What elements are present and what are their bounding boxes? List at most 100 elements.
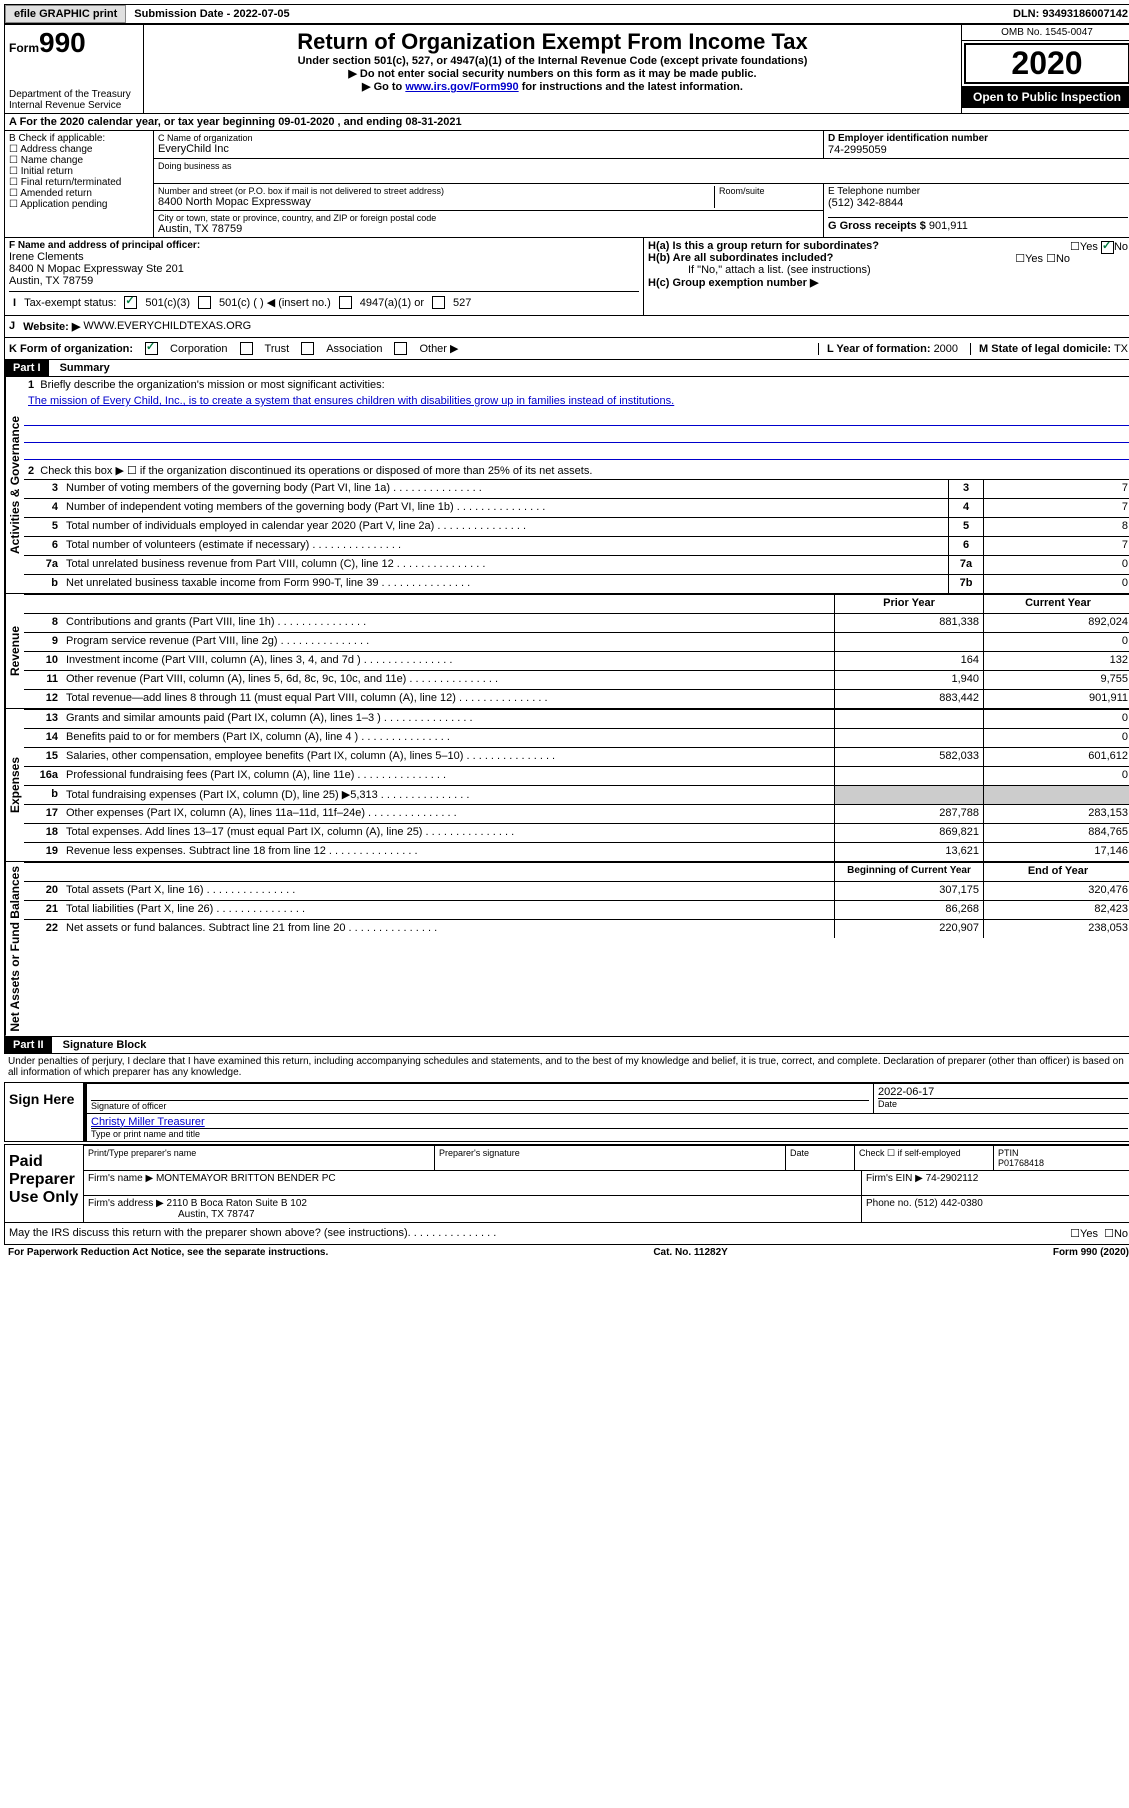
data-line: 22Net assets or fund balances. Subtract … bbox=[24, 919, 1129, 938]
street-label: Number and street (or P.O. box if mail i… bbox=[158, 186, 714, 196]
prep-date-label: Date bbox=[786, 1146, 855, 1170]
city-label: City or town, state or province, country… bbox=[158, 213, 819, 223]
vert-revenue: Revenue bbox=[5, 594, 24, 708]
current-year-hdr: Current Year bbox=[983, 595, 1129, 613]
gov-line: bNet unrelated business taxable income f… bbox=[24, 574, 1129, 593]
gov-line: 3Number of voting members of the governi… bbox=[24, 479, 1129, 498]
room-label: Room/suite bbox=[719, 186, 819, 196]
data-line: 20Total assets (Part X, line 16)307,1753… bbox=[24, 881, 1129, 900]
data-line: 19Revenue less expenses. Subtract line 1… bbox=[24, 842, 1129, 861]
paid-preparer-section: Paid Preparer Use Only Print/Type prepar… bbox=[4, 1144, 1129, 1223]
footer-left: For Paperwork Reduction Act Notice, see … bbox=[8, 1247, 328, 1258]
tel-value: (512) 342-8844 bbox=[828, 197, 1128, 209]
check-501c[interactable] bbox=[198, 296, 211, 309]
year-formation: 2000 bbox=[934, 343, 958, 355]
ptin-value: P01768418 bbox=[998, 1158, 1044, 1168]
form-number: Form990 bbox=[9, 27, 139, 59]
part-i-header: Part I Summary bbox=[4, 360, 1129, 377]
state-domicile: TX bbox=[1114, 343, 1128, 355]
data-line: 16aProfessional fundraising fees (Part I… bbox=[24, 766, 1129, 785]
check-app-pending[interactable]: ☐ Application pending bbox=[9, 199, 149, 210]
check-final-return[interactable]: ☐ Final return/terminated bbox=[9, 177, 149, 188]
vert-expenses: Expenses bbox=[5, 709, 24, 861]
firm-addr2: Austin, TX 78747 bbox=[88, 1209, 857, 1220]
check-assoc[interactable] bbox=[301, 342, 314, 355]
check-other[interactable] bbox=[394, 342, 407, 355]
tax-year: 2020 bbox=[964, 43, 1129, 84]
data-line: 8Contributions and grants (Part VIII, li… bbox=[24, 613, 1129, 632]
sig-officer-label: Signature of officer bbox=[91, 1100, 869, 1111]
omb-number: OMB No. 1545-0047 bbox=[962, 25, 1129, 41]
col-b-checkboxes: B Check if applicable: ☐ Address change … bbox=[5, 131, 154, 237]
dln: DLN: 93493186007142 bbox=[1013, 8, 1129, 20]
data-line: 12Total revenue—add lines 8 through 11 (… bbox=[24, 689, 1129, 708]
check-4947[interactable] bbox=[339, 296, 352, 309]
ha-no[interactable] bbox=[1101, 241, 1114, 254]
prep-name-label: Print/Type preparer's name bbox=[84, 1146, 435, 1170]
instructions-link-line: ▶ Go to www.irs.gov/Form990 for instruct… bbox=[148, 80, 957, 93]
officer-name: Irene Clements bbox=[9, 251, 639, 263]
perjury-declaration: Under penalties of perjury, I declare th… bbox=[4, 1054, 1129, 1080]
hb-note: If "No," attach a list. (see instruction… bbox=[648, 264, 1128, 276]
org-name: EveryChild Inc bbox=[158, 143, 819, 155]
form990-link[interactable]: www.irs.gov/Form990 bbox=[405, 81, 518, 93]
form-header: Form990 Department of the Treasury Inter… bbox=[4, 24, 1129, 114]
check-corp[interactable] bbox=[145, 342, 158, 355]
street-value: 8400 North Mopac Expressway bbox=[158, 196, 714, 208]
org-name-label: C Name of organization bbox=[158, 133, 819, 143]
check-501c3[interactable] bbox=[124, 296, 137, 309]
summary-expenses: Expenses 13Grants and similar amounts pa… bbox=[4, 709, 1129, 862]
sign-here-label: Sign Here bbox=[5, 1083, 84, 1141]
gov-line: 7aTotal unrelated business revenue from … bbox=[24, 555, 1129, 574]
irs-label: Internal Revenue Service bbox=[9, 100, 139, 111]
data-line: bTotal fundraising expenses (Part IX, co… bbox=[24, 785, 1129, 804]
data-line: 15Salaries, other compensation, employee… bbox=[24, 747, 1129, 766]
hc-label: H(c) Group exemption number ▶ bbox=[648, 277, 818, 289]
ein-label: D Employer identification number bbox=[828, 133, 1128, 144]
section-fh: F Name and address of principal officer:… bbox=[4, 238, 1129, 316]
gross-receipts-value: 901,911 bbox=[929, 220, 968, 232]
footer-right: Form 990 (2020) bbox=[1053, 1247, 1129, 1258]
city-value: Austin, TX 78759 bbox=[158, 223, 819, 235]
type-name-label: Type or print name and title bbox=[91, 1128, 1128, 1139]
check-address-change[interactable]: ☐ Address change bbox=[9, 144, 149, 155]
form-subtitle: Under section 501(c), 527, or 4947(a)(1)… bbox=[148, 55, 957, 67]
gov-line: 6Total number of volunteers (estimate if… bbox=[24, 536, 1129, 555]
website-row: J Website: ▶ WWW.EVERYCHILDTEXAS.ORG bbox=[4, 316, 1129, 338]
q1-label: Briefly describe the organization's miss… bbox=[40, 379, 384, 391]
check-name-change[interactable]: ☐ Name change bbox=[9, 155, 149, 166]
check-527[interactable] bbox=[432, 296, 445, 309]
top-bar: efile GRAPHIC print Submission Date - 20… bbox=[4, 4, 1129, 24]
data-line: 11Other revenue (Part VIII, column (A), … bbox=[24, 670, 1129, 689]
firm-ein: 74-2902112 bbox=[926, 1173, 979, 1184]
officer-addr1: 8400 N Mopac Expressway Ste 201 bbox=[9, 263, 639, 275]
data-line: 9Program service revenue (Part VIII, lin… bbox=[24, 632, 1129, 651]
officer-signed-name[interactable]: Christy Miller Treasurer bbox=[91, 1116, 205, 1128]
firm-name: MONTEMAYOR BRITTON BENDER PC bbox=[156, 1173, 336, 1184]
check-trust[interactable] bbox=[240, 342, 253, 355]
k-row: K Form of organization: Corporation Trus… bbox=[4, 338, 1129, 360]
check-initial-return[interactable]: ☐ Initial return bbox=[9, 166, 149, 177]
ha-label: H(a) Is this a group return for subordin… bbox=[648, 240, 879, 252]
officer-label: F Name and address of principal officer: bbox=[9, 240, 639, 251]
data-line: 14Benefits paid to or for members (Part … bbox=[24, 728, 1129, 747]
check-amended[interactable]: ☐ Amended return bbox=[9, 188, 149, 199]
section-bcd: B Check if applicable: ☐ Address change … bbox=[4, 131, 1129, 238]
ssn-warning: ▶ Do not enter social security numbers o… bbox=[148, 67, 957, 80]
form-title: Return of Organization Exempt From Incom… bbox=[148, 29, 957, 55]
prior-year-hdr: Prior Year bbox=[834, 595, 983, 613]
check-self-employed[interactable]: Check ☐ if self-employed bbox=[855, 1146, 994, 1170]
paid-preparer-label: Paid Preparer Use Only bbox=[5, 1145, 84, 1222]
gross-receipts-label: G Gross receipts $ bbox=[828, 220, 926, 232]
q2-label: Check this box ▶ ☐ if the organization d… bbox=[40, 465, 592, 477]
summary-revenue: Revenue Prior Year Current Year 8Contrib… bbox=[4, 594, 1129, 709]
data-line: 18Total expenses. Add lines 13–17 (must … bbox=[24, 823, 1129, 842]
efile-print-button[interactable]: efile GRAPHIC print bbox=[5, 5, 126, 23]
end-year-hdr: End of Year bbox=[983, 863, 1129, 881]
begin-year-hdr: Beginning of Current Year bbox=[834, 863, 983, 881]
data-line: 10Investment income (Part VIII, column (… bbox=[24, 651, 1129, 670]
sign-here-section: Sign Here Signature of officer 2022-06-1… bbox=[4, 1082, 1129, 1142]
submission-label: Submission Date - 2022-07-05 bbox=[130, 8, 293, 20]
summary-net-assets: Net Assets or Fund Balances Beginning of… bbox=[4, 862, 1129, 1037]
mission-text[interactable]: The mission of Every Child, Inc., is to … bbox=[28, 395, 674, 407]
